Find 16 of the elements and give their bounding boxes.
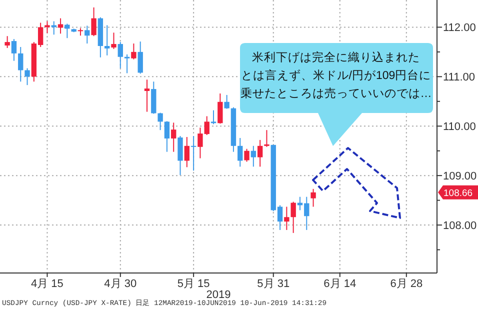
y-tick-label: 108.00 bbox=[443, 220, 477, 232]
x-axis-title: 2019 bbox=[206, 289, 231, 301]
x-tick-label: 5月 15 bbox=[177, 278, 210, 290]
x-tick-label: 6月 28 bbox=[390, 278, 423, 290]
y-tick-label: 110.00 bbox=[443, 121, 476, 134]
x-tick-label: 5月 31 bbox=[257, 278, 290, 290]
y-tick-label: 111.00 bbox=[443, 72, 476, 84]
annotation: 乗せたところは売っていいのでは… bbox=[240, 87, 432, 100]
y-tick-label: 109.00 bbox=[443, 170, 477, 183]
x-tick-label: 4月 30 bbox=[104, 278, 137, 290]
x-tick-label: 4月 15 bbox=[31, 278, 64, 290]
annotation: 米利下げは完全に織り込まれた bbox=[252, 50, 420, 64]
annotation: とは言えず、米ドル/円が109円台に bbox=[240, 68, 432, 82]
last-price: 108.66 bbox=[438, 185, 478, 200]
y-tick-label: 112.00 bbox=[443, 22, 476, 34]
x-tick-label: 6月 14 bbox=[324, 278, 356, 290]
